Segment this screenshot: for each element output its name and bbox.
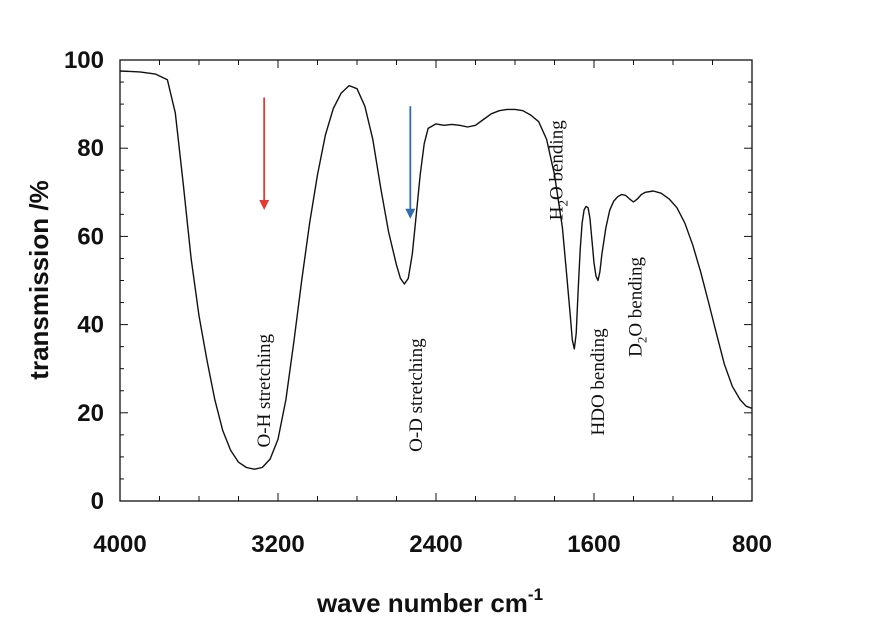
y-tick-label: 20	[77, 400, 104, 427]
annotation-arrows	[259, 97, 416, 219]
x-tick-label: 2400	[409, 531, 462, 558]
spectrum-line	[119, 70, 753, 470]
y-tick-label: 100	[64, 47, 104, 74]
plot-frame	[119, 59, 753, 502]
annotation-arrow	[405, 106, 416, 219]
annotation-label: O-D stretching	[406, 338, 427, 452]
x-tick-label: 1600	[567, 531, 620, 558]
tick-labels: 4000 3200 2400 1600 800 0 20 40 60 80 100	[64, 47, 772, 558]
annotation-label: D2O bending	[625, 257, 649, 357]
annotations: O-H stretching O-D stretching H2O bending H…	[254, 120, 649, 452]
x-tick-label: 800	[732, 531, 772, 558]
axis-ticks	[119, 59, 753, 502]
y-tick-label: 60	[77, 223, 104, 250]
x-tick-label: 3200	[251, 531, 304, 558]
y-tick-label: 80	[77, 135, 104, 162]
x-axis-label-sup: -1	[528, 585, 543, 604]
annotation-label: H2O bending	[546, 120, 570, 220]
y-tick-label: 40	[77, 312, 104, 339]
y-axis-label: transmission /%	[24, 180, 54, 379]
x-tick-label: 4000	[93, 531, 146, 558]
annotation-label: O-H stretching	[254, 334, 275, 448]
x-axis-label: wave number cm-1	[316, 585, 543, 618]
y-tick-label: 0	[91, 488, 104, 515]
annotation-label: HDO bending	[588, 328, 609, 436]
annotation-arrow	[259, 97, 270, 210]
x-axis-label-text: wave number cm	[316, 588, 528, 618]
